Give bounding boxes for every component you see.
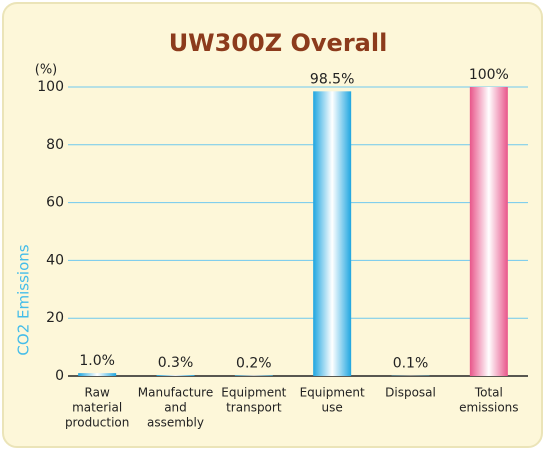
x-tick-label: use	[322, 401, 343, 415]
x-tick-label: Manufacture	[138, 386, 213, 400]
y-tick-label: 40	[46, 252, 64, 268]
y-unit: (%)	[35, 63, 58, 78]
bar	[78, 373, 117, 376]
x-tick-label: material	[72, 401, 122, 415]
bar	[469, 87, 508, 376]
y-tick-label: 0	[55, 368, 64, 384]
x-tick-label: Total	[474, 386, 503, 400]
x-tick-label: assembly	[147, 416, 204, 430]
value-label: 98.5%	[310, 71, 354, 87]
x-tick-label: Equipment	[221, 386, 286, 400]
chart-title: UW300Z Overall	[169, 29, 388, 57]
x-tick-label: and	[164, 401, 187, 415]
y-axis-label: CO2 Emissions	[15, 244, 33, 355]
bar	[156, 375, 195, 376]
value-label: 100%	[469, 67, 509, 83]
y-tick-label: 80	[46, 137, 64, 153]
value-label: 1.0%	[79, 353, 115, 369]
value-label: 0.3%	[158, 355, 194, 371]
x-tick-label: emissions	[459, 401, 518, 415]
y-tick-label: 60	[46, 195, 64, 211]
value-label: 0.2%	[236, 355, 272, 371]
bar	[234, 375, 273, 376]
x-tick-label: Equipment	[300, 386, 365, 400]
y-tick-label: 20	[46, 310, 64, 326]
x-tick-label: Disposal	[385, 386, 436, 400]
x-tick-label: Raw	[85, 386, 110, 400]
bar	[313, 91, 352, 377]
value-label: 0.1%	[393, 356, 429, 372]
x-tick-label: production	[65, 416, 129, 430]
y-tick-label: 100	[37, 79, 64, 95]
x-tick-label: transport	[226, 401, 282, 415]
